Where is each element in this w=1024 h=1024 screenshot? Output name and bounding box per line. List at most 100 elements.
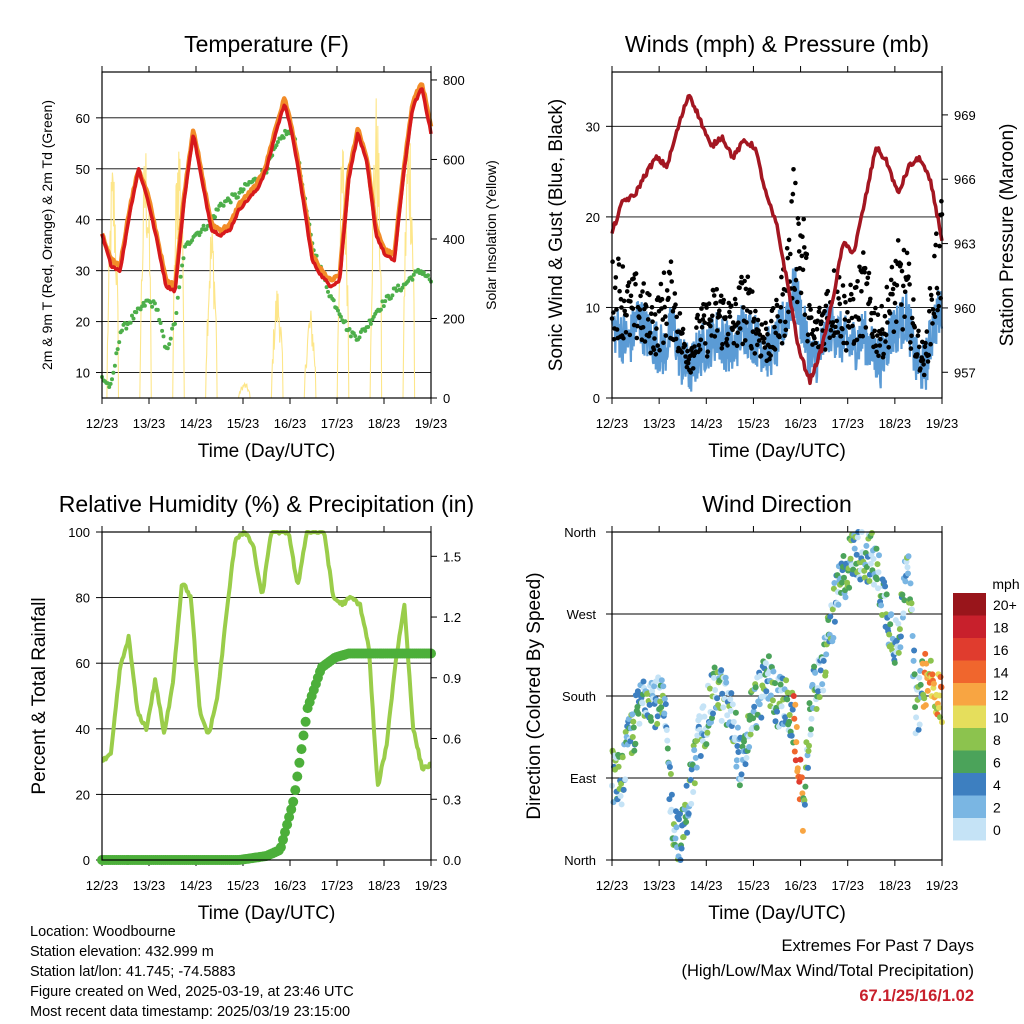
direction-point bbox=[895, 620, 902, 627]
direction-point bbox=[798, 774, 805, 781]
gust-point bbox=[653, 352, 659, 357]
direction-point bbox=[720, 704, 727, 711]
direction-point bbox=[820, 687, 827, 694]
gust-point bbox=[651, 347, 657, 353]
gust-point bbox=[786, 309, 791, 315]
y2-tick-label: 0 bbox=[443, 391, 450, 406]
direction-point bbox=[801, 797, 808, 804]
gust-point bbox=[703, 341, 708, 346]
x-tick-label: 15/23 bbox=[227, 416, 260, 431]
direction-point bbox=[909, 606, 915, 613]
direction-point bbox=[811, 663, 818, 670]
x-tick-label: 19/23 bbox=[926, 878, 959, 893]
direction-point bbox=[857, 576, 864, 583]
direction-point bbox=[830, 585, 837, 592]
gust-point bbox=[735, 330, 740, 336]
gust-point bbox=[909, 333, 914, 339]
x-tick-label: 18/23 bbox=[368, 878, 401, 893]
gust-point bbox=[715, 328, 720, 333]
y-tick-label: 60 bbox=[76, 656, 90, 671]
gust-point bbox=[619, 305, 624, 310]
gust-point bbox=[624, 289, 630, 294]
dewpoint-point bbox=[274, 143, 279, 148]
gust-point bbox=[783, 319, 788, 325]
y2-tick-label: 1.5 bbox=[443, 549, 461, 564]
gust-point bbox=[793, 277, 799, 283]
direction-point bbox=[823, 651, 830, 658]
direction-point bbox=[874, 576, 880, 583]
gust-point bbox=[614, 307, 619, 312]
gust-point bbox=[888, 277, 894, 283]
direction-point bbox=[915, 726, 922, 733]
dewpoint-point bbox=[128, 320, 133, 325]
direction-point bbox=[762, 660, 769, 667]
gust-point bbox=[708, 318, 714, 323]
gust-point bbox=[666, 295, 671, 301]
gust-point bbox=[769, 318, 774, 324]
y-tick-label: North bbox=[564, 525, 596, 540]
direction-point bbox=[863, 564, 870, 570]
gust-point bbox=[859, 289, 864, 294]
gust-point bbox=[723, 315, 728, 320]
gust-point bbox=[906, 261, 912, 267]
colorbar-label: 2 bbox=[993, 800, 1001, 816]
gust-point bbox=[865, 275, 871, 281]
direction-point bbox=[912, 704, 919, 711]
direction-point bbox=[709, 715, 715, 721]
direction-point bbox=[738, 775, 744, 782]
direction-point bbox=[797, 756, 804, 763]
y-tick-label: 50 bbox=[76, 162, 90, 177]
direction-point bbox=[784, 696, 791, 703]
direction-point bbox=[917, 681, 924, 688]
direction-point bbox=[729, 701, 736, 708]
dewpoint-point bbox=[386, 293, 391, 298]
panel-temperature: Temperature (F) Time (Day/UTC) 12/23 13/23 1… bbox=[39, 31, 499, 462]
x-tick-label: 13/23 bbox=[643, 416, 676, 431]
direction-point bbox=[617, 793, 624, 799]
direction-point bbox=[916, 674, 923, 681]
direction-point bbox=[910, 657, 917, 664]
colorbar-swatch bbox=[953, 795, 986, 818]
gust-point bbox=[661, 340, 666, 346]
gust-point bbox=[813, 340, 818, 346]
gust-point bbox=[849, 291, 854, 297]
direction-point bbox=[752, 684, 759, 691]
y2-tick-label: 0.3 bbox=[443, 792, 461, 807]
gust-point bbox=[772, 324, 777, 330]
direction-point bbox=[738, 771, 745, 778]
gust-point bbox=[890, 291, 895, 297]
y-tick-label: 10 bbox=[586, 300, 600, 315]
gust-point bbox=[761, 340, 766, 345]
direction-point bbox=[907, 580, 914, 587]
gust-point bbox=[854, 337, 860, 343]
colorbar-swatch bbox=[953, 773, 986, 796]
gust-point bbox=[857, 264, 862, 270]
gust-point bbox=[901, 283, 906, 289]
direction-point bbox=[784, 689, 791, 696]
gust-point bbox=[815, 318, 820, 324]
y2-tick-label: 800 bbox=[443, 73, 465, 88]
plot-frame bbox=[101, 71, 432, 399]
dewpoint-point bbox=[134, 310, 139, 315]
gust-point bbox=[795, 216, 801, 221]
direction-point bbox=[750, 715, 757, 722]
gust-point bbox=[842, 293, 847, 299]
direction-point bbox=[841, 574, 847, 581]
gust-point bbox=[841, 340, 846, 346]
gust-point bbox=[934, 285, 940, 291]
direction-point bbox=[733, 757, 740, 764]
direction-point bbox=[830, 634, 837, 641]
direction-point bbox=[719, 690, 726, 697]
direction-point bbox=[809, 681, 816, 688]
direction-point bbox=[799, 790, 806, 797]
x-tick-label: 12/23 bbox=[86, 416, 119, 431]
direction-point bbox=[723, 679, 730, 686]
gust-point bbox=[751, 316, 757, 322]
gust-point bbox=[688, 370, 693, 375]
gust-point bbox=[637, 315, 642, 321]
dewpoint-point bbox=[390, 293, 395, 298]
y2-axis-label: Station Pressure (Maroon) bbox=[997, 124, 1018, 347]
direction-point bbox=[664, 745, 671, 752]
gust-point bbox=[641, 281, 646, 286]
gust-point bbox=[711, 293, 717, 298]
